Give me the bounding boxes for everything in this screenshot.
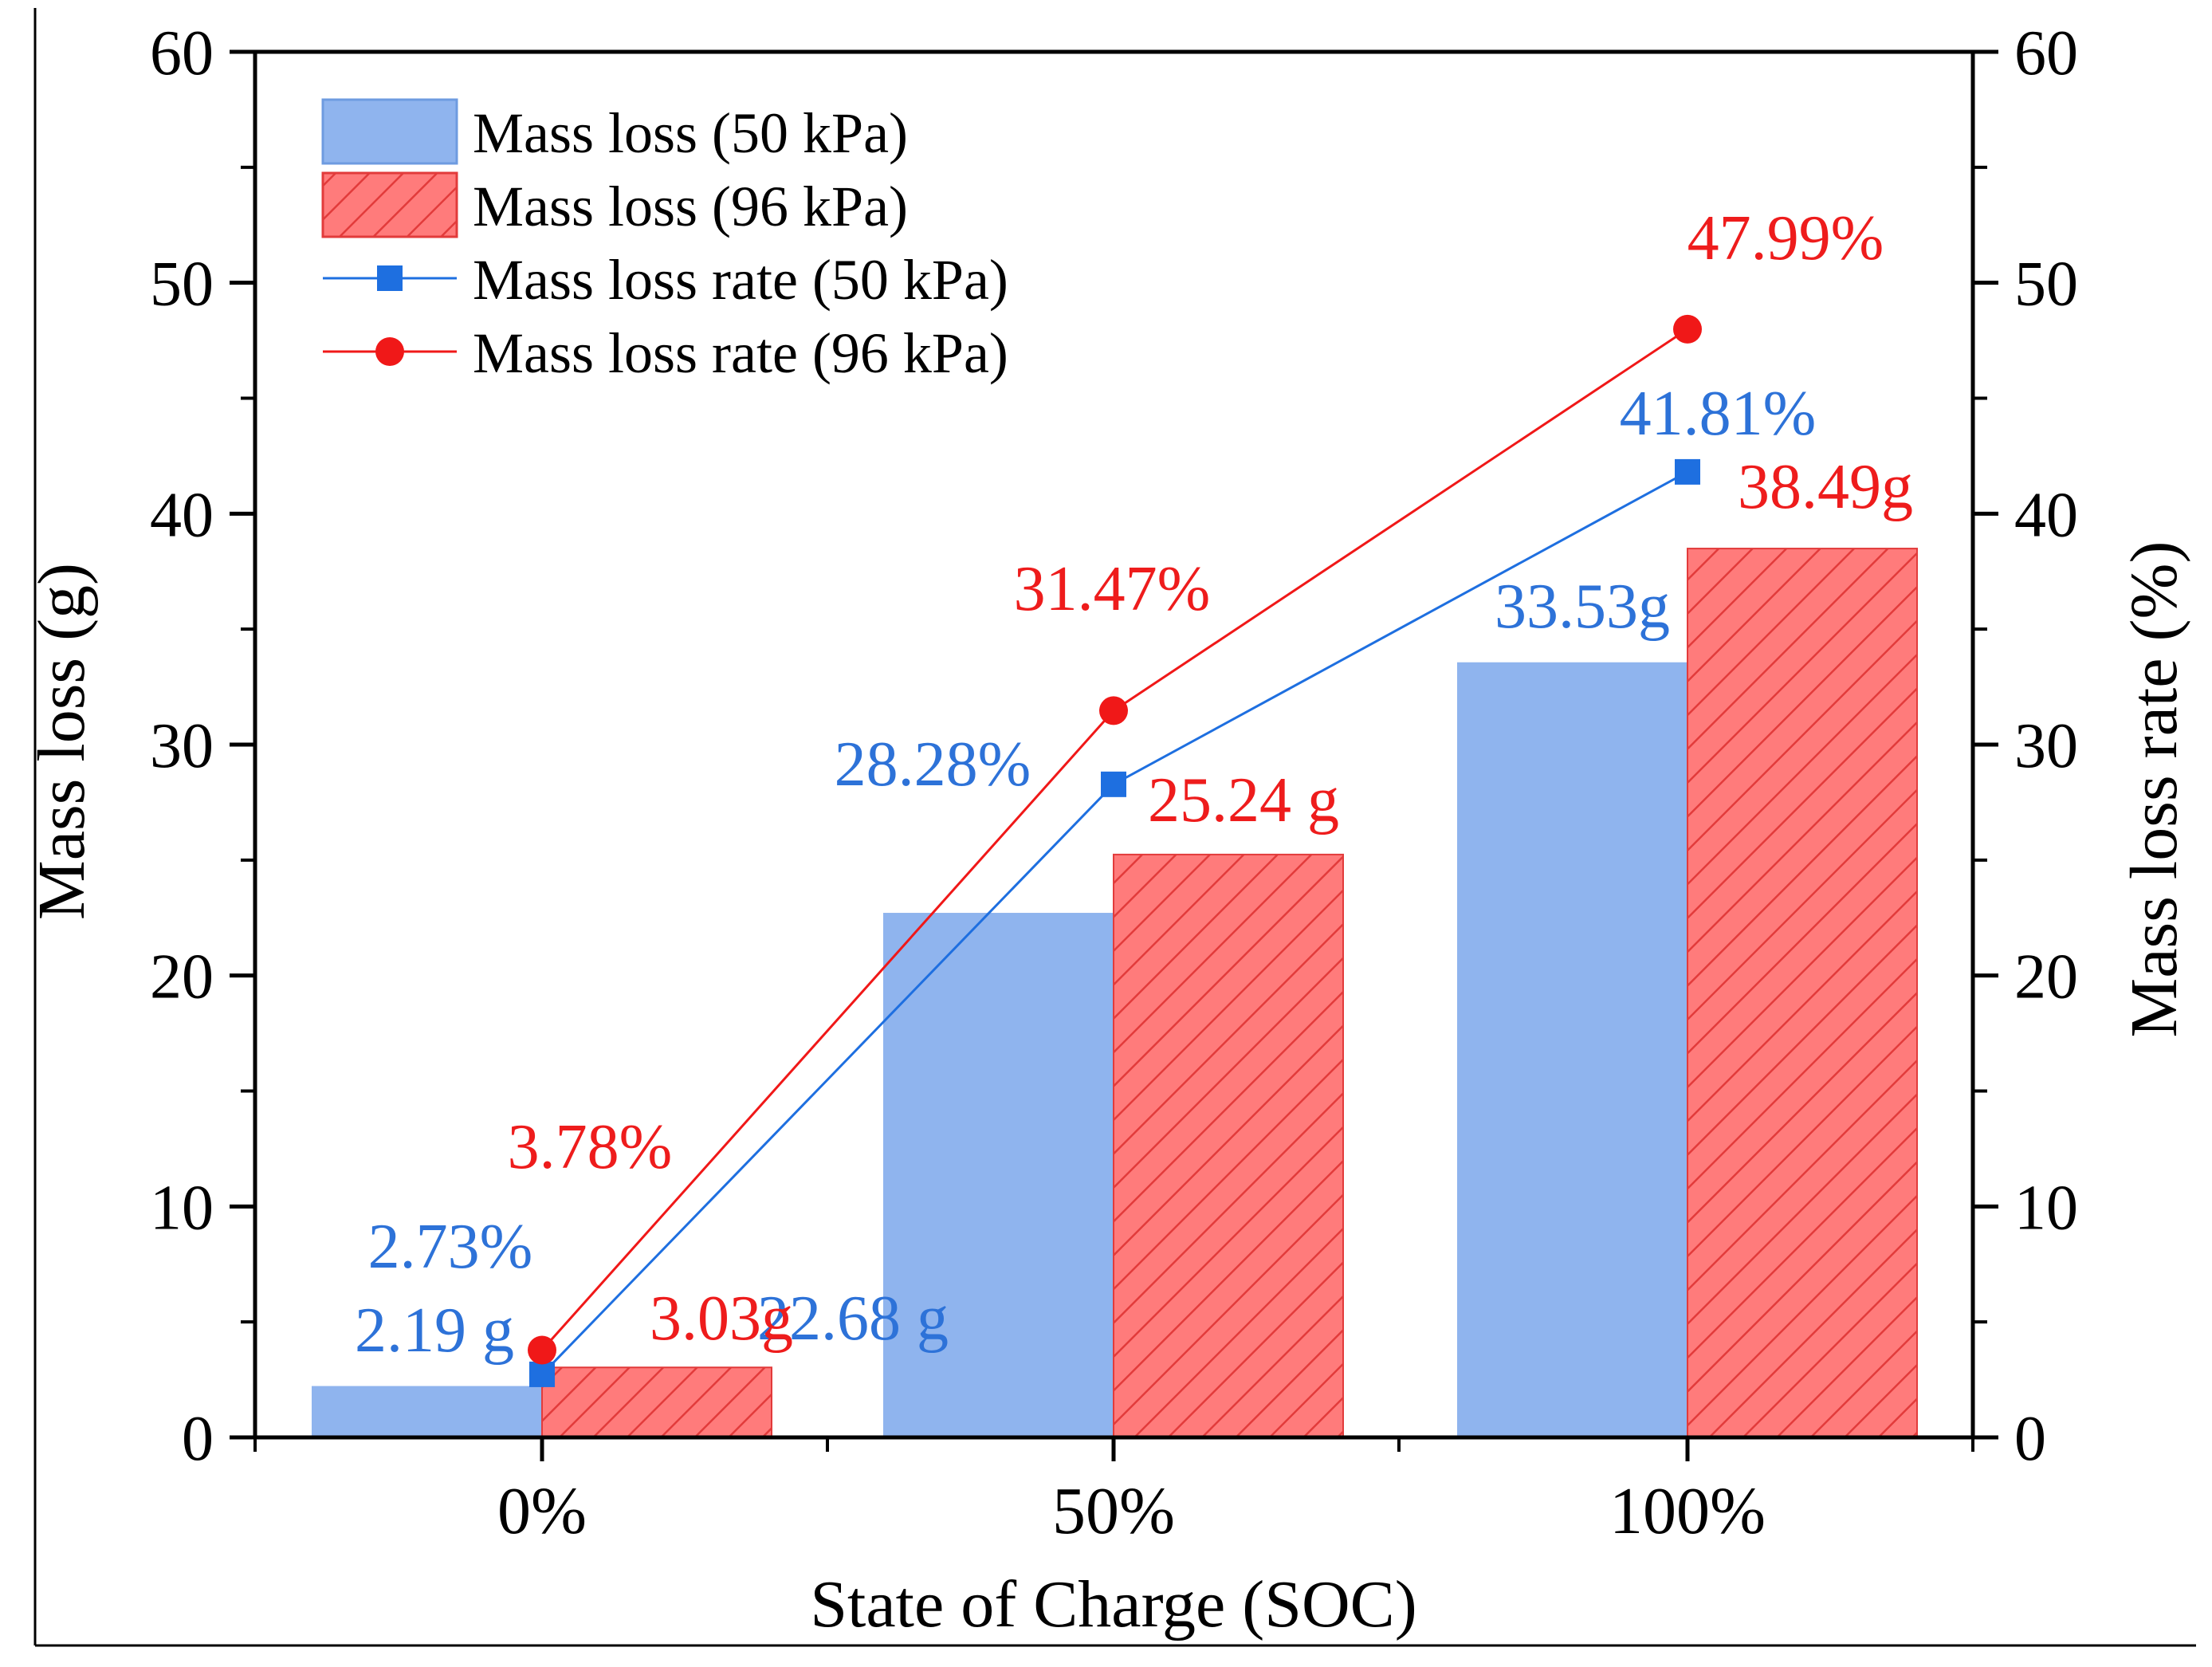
x-tick-label: 0% — [497, 1474, 587, 1548]
bar-label-50kpa-1: 22.68 g — [757, 1284, 949, 1354]
y2-tick-label: 50 — [2014, 250, 2078, 320]
x-tick-label: 50% — [1052, 1474, 1175, 1548]
bar-label-96kpa-0: 3.03g — [650, 1284, 793, 1354]
y-tick-label: 0 — [182, 1404, 214, 1474]
y2-tick-label: 10 — [2014, 1173, 2078, 1243]
y2-tick-label: 40 — [2014, 480, 2078, 550]
x-axis-label: State of Charge (SOC) — [810, 1567, 1416, 1641]
line-label-96kpa-0: 3.78% — [508, 1112, 673, 1182]
y-tick-label: 50 — [150, 250, 214, 320]
bar-label-96kpa-2: 38.49g — [1738, 452, 1913, 522]
legend: Mass loss (50 kPa) Mass loss (96 kPa) Mass… — [321, 98, 1008, 385]
legend-line-96kpa: Mass loss rate (96 kPa) — [323, 321, 1008, 385]
legend-line-50kpa-marker — [377, 265, 403, 291]
legend-bar-96kpa-swatch — [321, 171, 458, 238]
legend-line-96kpa-label: Mass loss rate (96 kPa) — [473, 321, 1008, 385]
y2-tick-label: 0 — [2014, 1404, 2046, 1474]
bar-label-50kpa-0: 2.19 g — [355, 1295, 514, 1366]
y-tick-label: 10 — [150, 1173, 214, 1243]
y2-axis-label: Mass loss rate (%) — [2117, 541, 2191, 1038]
x-tick-label: 100% — [1609, 1474, 1766, 1548]
bar-50kpa-2 — [1457, 662, 1688, 1438]
marker-50kpa-0 — [529, 1361, 555, 1387]
plot-area: 2.19 g 22.68 g 33.53g 3.03g 25.24 g 38.49g 2.7… — [312, 203, 1918, 1438]
y2-tick-label: 60 — [2014, 18, 2078, 88]
bar-50kpa-0 — [312, 1386, 543, 1438]
legend-line-96kpa-marker — [375, 337, 404, 366]
y-tick-label: 60 — [150, 18, 214, 88]
marker-96kpa-0 — [528, 1335, 556, 1365]
legend-line-50kpa-label: Mass loss rate (50 kPa) — [473, 248, 1008, 312]
y-axis-label: Mass loss (g) — [25, 563, 99, 920]
marker-96kpa-2 — [1673, 314, 1702, 344]
marker-50kpa-2 — [1675, 458, 1700, 485]
legend-bar-50kpa: Mass loss (50 kPa) — [321, 98, 908, 165]
line-label-96kpa-1: 31.47% — [1014, 554, 1211, 624]
bar-label-96kpa-1: 25.24 g — [1148, 765, 1339, 835]
y-tick-label: 20 — [150, 942, 214, 1012]
axes: 0 10 20 30 40 50 60 0 10 20 30 40 50 60 0% 50% 100% — [150, 18, 2078, 1548]
line-label-50kpa-1: 28.28% — [835, 729, 1031, 800]
bar-96kpa-0 — [541, 1366, 772, 1438]
bar-96kpa-1 — [1113, 853, 1344, 1438]
y-tick-label: 40 — [150, 480, 214, 550]
bar-96kpa-2 — [1687, 548, 1918, 1438]
y-tick-label: 30 — [150, 711, 214, 781]
marker-96kpa-1 — [1099, 696, 1128, 725]
legend-bar-50kpa-swatch — [321, 98, 458, 165]
y2-tick-label: 20 — [2014, 942, 2078, 1012]
legend-bar-96kpa: Mass loss (96 kPa) — [321, 171, 908, 238]
line-label-50kpa-0: 2.73% — [368, 1212, 533, 1282]
legend-bar-96kpa-label: Mass loss (96 kPa) — [473, 175, 908, 238]
bar-label-50kpa-2: 33.53g — [1495, 572, 1670, 642]
legend-bar-50kpa-label: Mass loss (50 kPa) — [473, 101, 908, 165]
line-label-96kpa-2: 47.99% — [1687, 203, 1884, 273]
legend-line-50kpa: Mass loss rate (50 kPa) — [323, 248, 1008, 312]
y2-tick-label: 30 — [2014, 711, 2078, 781]
line-label-50kpa-2: 41.81% — [1620, 379, 1817, 449]
bar-50kpa-1 — [883, 913, 1114, 1438]
marker-50kpa-1 — [1101, 771, 1126, 797]
